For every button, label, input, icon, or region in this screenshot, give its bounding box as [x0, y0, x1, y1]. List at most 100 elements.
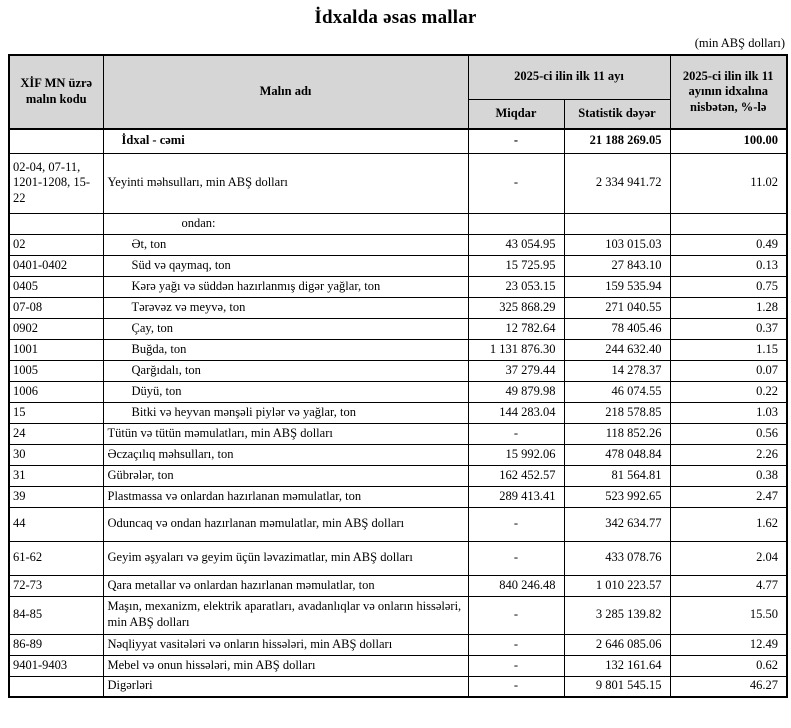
share-cell: 1.15 — [669, 338, 788, 361]
code-cell: 31 — [8, 464, 104, 487]
quantity-cell: - — [467, 152, 565, 214]
value-cell: 9 801 545.15 — [563, 675, 671, 698]
name-cell: Düyü, ton — [102, 380, 469, 403]
quantity-cell: - — [467, 128, 565, 154]
name-cell: Əczaçılıq məhsulları, ton — [102, 443, 469, 466]
value-cell: 433 078.76 — [563, 540, 671, 576]
share-cell: 1.62 — [669, 506, 788, 542]
value-cell: 81 564.81 — [563, 464, 671, 487]
value-cell: 3 285 139.82 — [563, 595, 671, 635]
quantity-cell: - — [467, 654, 565, 677]
code-cell: 39 — [8, 485, 104, 508]
imports-table: XİF MN üzrə malın kodu Malın adı 2025-ci… — [8, 54, 788, 698]
table-row: 84-85 Maşın, mexanizm, elektrik aparatlar… — [8, 595, 788, 635]
table-row: 1005 Qarğıdalı, ton 37 279.44 14 278.37 0.07 — [8, 359, 788, 382]
share-cell: 0.56 — [669, 422, 788, 445]
value-cell: 159 535.94 — [563, 275, 671, 298]
share-cell: 0.37 — [669, 317, 788, 340]
name-cell: İdxal - cəmi — [102, 128, 469, 154]
quantity-cell: 162 452.57 — [467, 464, 565, 487]
unit-note: (min ABŞ dolları) — [694, 36, 785, 50]
code-cell: 24 — [8, 422, 104, 445]
code-cell: 1006 — [8, 380, 104, 403]
value-cell: 244 632.40 — [563, 338, 671, 361]
value-cell: 342 634.77 — [563, 506, 671, 542]
share-cell: 0.75 — [669, 275, 788, 298]
code-cell: 0405 — [8, 275, 104, 298]
table-row: 39 Plastmassa və onlardan hazırlanan məmu… — [8, 485, 788, 508]
table-row: 1006 Düyü, ton 49 879.98 46 074.55 0.22 — [8, 380, 788, 403]
table-body: İdxal - cəmi -21 188 269.05 100.00 02-04, 0… — [8, 128, 788, 698]
value-cell — [563, 212, 671, 235]
share-cell: 0.13 — [669, 254, 788, 277]
quantity-cell: - — [467, 675, 565, 698]
value-cell: 478 048.84 — [563, 443, 671, 466]
name-cell: Yeyinti məhsulları, min ABŞ dolları — [102, 152, 469, 214]
share-cell: 2.47 — [669, 485, 788, 508]
quantity-cell: 1 131 876.30 — [467, 338, 565, 361]
value-cell: 78 405.46 — [563, 317, 671, 340]
name-cell: Çay, ton — [102, 317, 469, 340]
quantity-cell: 12 782.64 — [467, 317, 565, 340]
quantity-cell: 144 283.04 — [467, 401, 565, 424]
quantity-cell: 325 868.29 — [467, 296, 565, 319]
code-cell: 44 — [8, 506, 104, 542]
name-cell: Kərə yağı və süddən hazırlanmış digər ya… — [102, 275, 469, 298]
quantity-cell: 840 246.48 — [467, 574, 565, 597]
value-cell: 523 992.65 — [563, 485, 671, 508]
quantity-cell: - — [467, 506, 565, 542]
quantity-cell: 37 279.44 — [467, 359, 565, 382]
code-cell — [8, 212, 104, 235]
share-cell: 100.00 — [669, 128, 788, 154]
value-cell: 2 334 941.72 — [563, 152, 671, 214]
value-cell: 27 843.10 — [563, 254, 671, 277]
table-row: 72-73 Qara metallar və onlardan hazırlana… — [8, 574, 788, 597]
code-cell: 15 — [8, 401, 104, 424]
share-cell: 12.49 — [669, 633, 788, 656]
quantity-cell: 15 725.95 — [467, 254, 565, 277]
code-cell: 72-73 — [8, 574, 104, 597]
quantity-cell: 15 992.06 — [467, 443, 565, 466]
name-cell: Qarğıdalı, ton — [102, 359, 469, 382]
share-cell: 1.28 — [669, 296, 788, 319]
share-cell: 2.04 — [669, 540, 788, 576]
code-cell: 07-08 — [8, 296, 104, 319]
header-quantity: Miqdar — [467, 98, 565, 130]
header-share: 2025-ci ilin ilk 11 ayının idxalına nisb… — [669, 54, 788, 130]
header-name: Malın adı — [102, 54, 469, 130]
table-row: 86-89 Nəqliyyat vasitələri və onların his… — [8, 633, 788, 656]
value-cell: 271 040.55 — [563, 296, 671, 319]
header-period-group: 2025-ci ilin ilk 11 ayı — [467, 54, 671, 100]
table-row: 15 Bitki və heyvan mənşəli piylər və yağl… — [8, 401, 788, 424]
value-cell: 218 578.85 — [563, 401, 671, 424]
value-cell: 132 161.64 — [563, 654, 671, 677]
value-cell: 2 646 085.06 — [563, 633, 671, 656]
code-cell — [8, 128, 104, 154]
quantity-cell: 23 053.15 — [467, 275, 565, 298]
quantity-cell: - — [467, 595, 565, 635]
code-cell: 61-62 — [8, 540, 104, 576]
table-row: 02-04, 07-11, 1201-1208, 15-22 Yeyinti mə… — [8, 152, 788, 214]
name-cell: Ət, ton — [102, 233, 469, 256]
share-cell: 11.02 — [669, 152, 788, 214]
name-cell: Mebel və onun hissələri, min ABŞ dolları — [102, 654, 469, 677]
code-cell: 1005 — [8, 359, 104, 382]
name-cell: Tərəvəz və meyvə, ton — [102, 296, 469, 319]
code-cell: 02 — [8, 233, 104, 256]
value-cell: 118 852.26 — [563, 422, 671, 445]
code-cell: 0902 — [8, 317, 104, 340]
share-cell: 0.07 — [669, 359, 788, 382]
table-row: 31 Gübrələr, ton 162 452.57 81 564.81 0.38 — [8, 464, 788, 487]
name-cell: Maşın, mexanizm, elektrik aparatları, av… — [102, 595, 469, 635]
value-cell: 21 188 269.05 — [563, 128, 671, 154]
share-cell: 4.77 — [669, 574, 788, 597]
share-cell: 0.62 — [669, 654, 788, 677]
name-cell: Qara metallar və onlardan hazırlanan məm… — [102, 574, 469, 597]
name-cell: Nəqliyyat vasitələri və onların hissələr… — [102, 633, 469, 656]
table-row: 07-08 Tərəvəz və meyvə, ton 325 868.29 271 … — [8, 296, 788, 319]
share-cell: 0.38 — [669, 464, 788, 487]
name-cell: Buğda, ton — [102, 338, 469, 361]
quantity-cell: 49 879.98 — [467, 380, 565, 403]
header-stat-value: Statistik dəyər — [563, 98, 671, 130]
